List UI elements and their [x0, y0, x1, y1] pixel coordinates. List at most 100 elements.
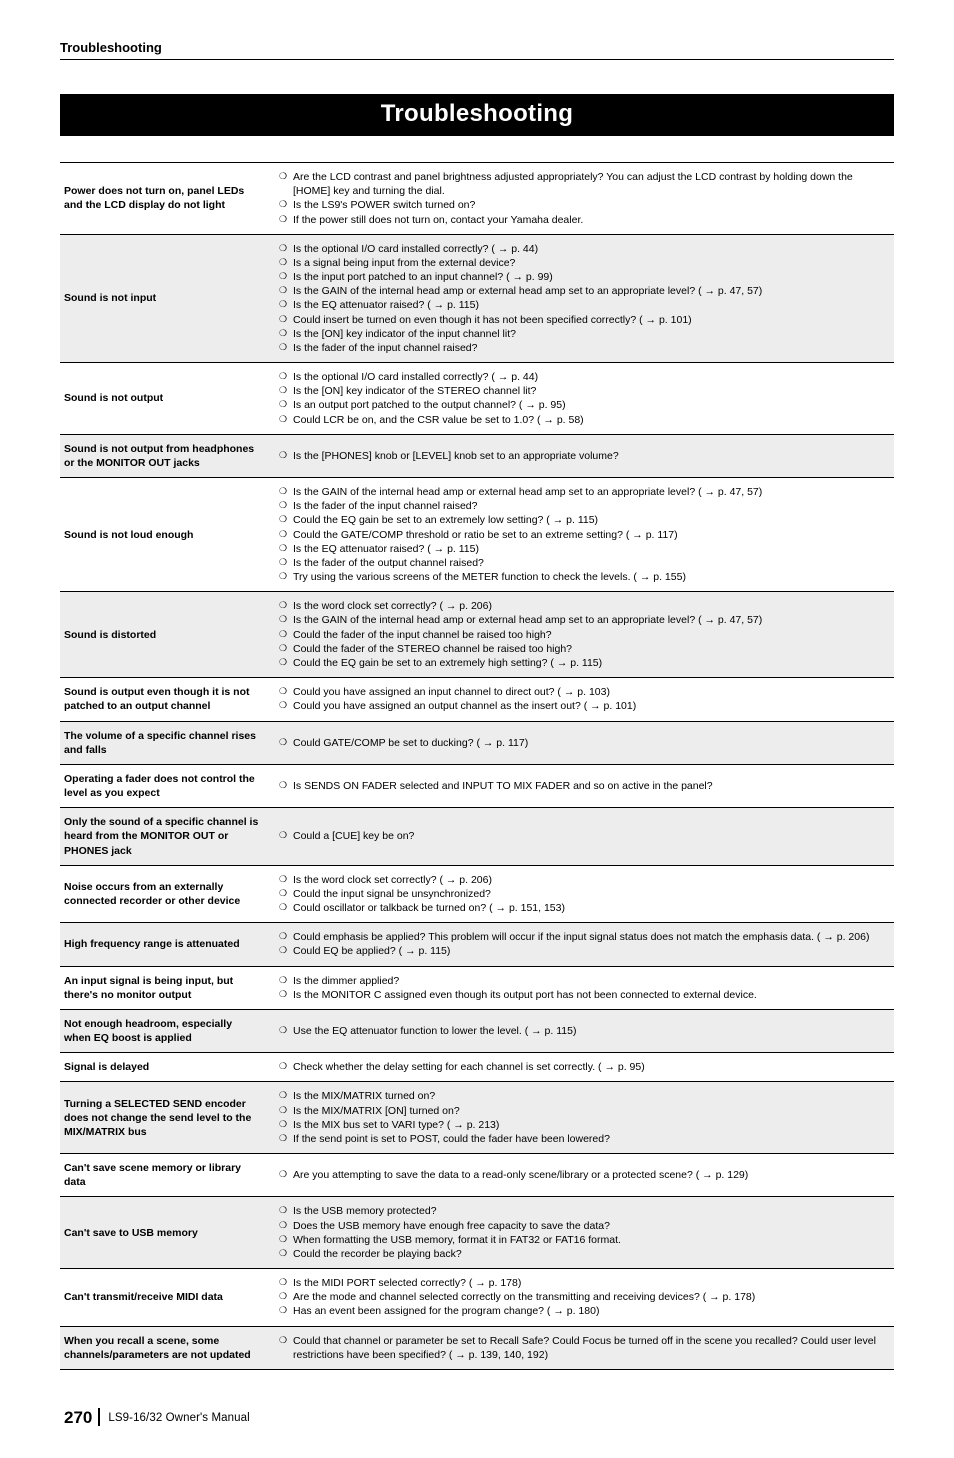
page-number: 270 [64, 1408, 100, 1428]
causes-cell: Is the GAIN of the internal head amp or … [275, 478, 894, 592]
cause-item: Is the fader of the input channel raised… [279, 341, 886, 355]
cause-item: Could LCR be on, and the CSR value be se… [279, 413, 886, 427]
causes-cell: Is the word clock set correctly? ( → p. … [275, 592, 894, 678]
cause-item: Is the GAIN of the internal head amp or … [279, 485, 886, 499]
causes-cell: Is SENDS ON FADER selected and INPUT TO … [275, 764, 894, 807]
table-row: Sound is output even though it is not pa… [60, 678, 894, 721]
cause-item: If the send point is set to POST, could … [279, 1132, 886, 1146]
causes-list: Is the optional I/O card installed corre… [279, 370, 886, 427]
cause-item: Could emphasis be applied? This problem … [279, 930, 886, 944]
causes-cell: Is the dimmer applied?Is the MONITOR C a… [275, 966, 894, 1009]
causes-list: Is the word clock set correctly? ( → p. … [279, 599, 886, 670]
symptom-cell: Sound is distorted [60, 592, 275, 678]
causes-cell: Is the optional I/O card installed corre… [275, 363, 894, 435]
cause-item: Check whether the delay setting for each… [279, 1060, 886, 1074]
cause-item: Is the MIX/MATRIX turned on? [279, 1089, 886, 1103]
cause-item: Is the dimmer applied? [279, 974, 886, 988]
cause-item: Is the MONITOR C assigned even though it… [279, 988, 886, 1002]
running-head-rule [60, 59, 894, 60]
cause-item: Could the recorder be playing back? [279, 1247, 886, 1261]
cause-item: Is the word clock set correctly? ( → p. … [279, 599, 886, 613]
causes-list: Is the dimmer applied?Is the MONITOR C a… [279, 974, 886, 1002]
symptom-cell: When you recall a scene, some channels/p… [60, 1326, 275, 1369]
cause-item: Could the input signal be unsynchronized… [279, 887, 886, 901]
causes-cell: Could emphasis be applied? This problem … [275, 923, 894, 966]
cause-item: Is an output port patched to the output … [279, 398, 886, 412]
causes-cell: Is the MIX/MATRIX turned on?Is the MIX/M… [275, 1082, 894, 1154]
cause-item: If the power still does not turn on, con… [279, 213, 886, 227]
symptom-cell: Sound is not output from headphones or t… [60, 434, 275, 477]
causes-cell: Could you have assigned an input channel… [275, 678, 894, 721]
page-footer: 270 LS9-16/32 Owner's Manual [60, 1408, 894, 1428]
cause-item: Try using the various screens of the MET… [279, 570, 886, 584]
causes-cell: Use the EQ attenuator function to lower … [275, 1009, 894, 1052]
table-row: Sound is not outputIs the optional I/O c… [60, 363, 894, 435]
cause-item: Is the GAIN of the internal head amp or … [279, 613, 886, 627]
troubleshooting-table: Power does not turn on, panel LEDs and t… [60, 162, 894, 1370]
cause-item: Is the [PHONES] knob or [LEVEL] knob set… [279, 449, 886, 463]
cause-item: Is the USB memory protected? [279, 1204, 886, 1218]
causes-cell: Could that channel or parameter be set t… [275, 1326, 894, 1369]
symptom-cell: An input signal is being input, but ther… [60, 966, 275, 1009]
cause-item: Is the MIX bus set to VARI type? ( → p. … [279, 1118, 886, 1132]
causes-list: Could emphasis be applied? This problem … [279, 930, 886, 958]
cause-item: Are the mode and channel selected correc… [279, 1290, 886, 1304]
cause-item: Is the fader of the input channel raised… [279, 499, 886, 513]
causes-list: Are you attempting to save the data to a… [279, 1168, 886, 1182]
cause-item: Is SENDS ON FADER selected and INPUT TO … [279, 779, 886, 793]
table-row: Sound is not inputIs the optional I/O ca… [60, 234, 894, 362]
causes-cell: Is the USB memory protected?Does the USB… [275, 1197, 894, 1269]
symptom-cell: Power does not turn on, panel LEDs and t… [60, 163, 275, 235]
symptom-cell: Can't transmit/receive MIDI data [60, 1269, 275, 1327]
table-row: Can't save scene memory or library dataA… [60, 1154, 894, 1197]
table-row: Can't transmit/receive MIDI data Is the M… [60, 1269, 894, 1327]
table-row: Sound is not loud enough Is the GAIN of t… [60, 478, 894, 592]
cause-item: Could insert be turned on even though it… [279, 313, 886, 327]
causes-list: Is the [PHONES] knob or [LEVEL] knob set… [279, 449, 886, 463]
causes-list: Is the USB memory protected?Does the USB… [279, 1204, 886, 1261]
table-row: Sound is not output from headphones or t… [60, 434, 894, 477]
cause-item: Is the [ON] key indicator of the STEREO … [279, 384, 886, 398]
causes-list: Is the word clock set correctly? ( → p. … [279, 873, 886, 916]
table-row: When you recall a scene, some channels/p… [60, 1326, 894, 1369]
symptom-cell: Sound is not output [60, 363, 275, 435]
symptom-cell: Operating a fader does not control the l… [60, 764, 275, 807]
causes-cell: Is the [PHONES] knob or [LEVEL] knob set… [275, 434, 894, 477]
causes-cell: Is the word clock set correctly? ( → p. … [275, 865, 894, 923]
causes-cell: Check whether the delay setting for each… [275, 1053, 894, 1082]
table-row: Turning a SELECTED SEND encoder does not… [60, 1082, 894, 1154]
causes-list: Use the EQ attenuator function to lower … [279, 1024, 886, 1038]
causes-cell: Is the optional I/O card installed corre… [275, 234, 894, 362]
table-row: Can't save to USB memoryIs the USB memor… [60, 1197, 894, 1269]
cause-item: Could EQ be applied? ( → p. 115) [279, 944, 886, 958]
causes-list: Is the MIX/MATRIX turned on?Is the MIX/M… [279, 1089, 886, 1146]
causes-list: Could GATE/COMP be set to ducking? ( → p… [279, 736, 886, 750]
symptom-cell: High frequency range is attenuated [60, 923, 275, 966]
causes-cell: Could GATE/COMP be set to ducking? ( → p… [275, 721, 894, 764]
cause-item: Could that channel or parameter be set t… [279, 1334, 886, 1362]
symptom-cell: Noise occurs from an externally connecte… [60, 865, 275, 923]
causes-cell: Are the LCD contrast and panel brightnes… [275, 163, 894, 235]
causes-cell: Could a [CUE] key be on? [275, 808, 894, 866]
cause-item: Could you have assigned an output channe… [279, 699, 886, 713]
causes-list: Are the LCD contrast and panel brightnes… [279, 170, 886, 227]
symptom-cell: The volume of a specific channel rises a… [60, 721, 275, 764]
cause-item: Has an event been assigned for the progr… [279, 1304, 886, 1318]
causes-list: Is SENDS ON FADER selected and INPUT TO … [279, 779, 886, 793]
table-row: Sound is distorted Is the word clock set … [60, 592, 894, 678]
symptom-cell: Sound is not loud enough [60, 478, 275, 592]
table-row: Only the sound of a specific channel is … [60, 808, 894, 866]
cause-item: Could oscillator or talkback be turned o… [279, 901, 886, 915]
cause-item: Is the optional I/O card installed corre… [279, 242, 886, 256]
cause-item: Does the USB memory have enough free cap… [279, 1219, 886, 1233]
cause-item: Could the fader of the input channel be … [279, 628, 886, 642]
cause-item: Is a signal being input from the externa… [279, 256, 886, 270]
table-row: High frequency range is attenuated Could … [60, 923, 894, 966]
cause-item: Could the EQ gain be set to an extremely… [279, 513, 886, 527]
causes-list: Is the optional I/O card installed corre… [279, 242, 886, 355]
table-row: Signal is delayedCheck whether the delay… [60, 1053, 894, 1082]
table-row: Power does not turn on, panel LEDs and t… [60, 163, 894, 235]
cause-item: Is the MIDI PORT selected correctly? ( →… [279, 1276, 886, 1290]
causes-list: Is the GAIN of the internal head amp or … [279, 485, 886, 584]
cause-item: Is the fader of the output channel raise… [279, 556, 886, 570]
